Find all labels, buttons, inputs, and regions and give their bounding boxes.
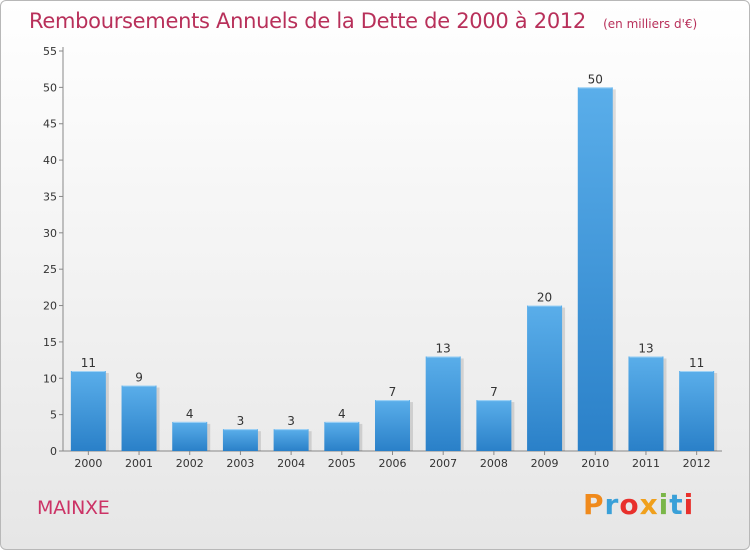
x-tick-label: 2010 (581, 457, 609, 470)
x-tick-label: 2005 (328, 457, 356, 470)
x-tick-label: 2003 (226, 457, 254, 470)
x-tick-label: 2009 (531, 457, 559, 470)
data-label: 4 (186, 407, 194, 421)
bar (324, 421, 360, 451)
x-tick-label: 2006 (379, 457, 407, 470)
y-tick-label: 20 (43, 300, 57, 313)
data-label: 7 (389, 385, 397, 399)
chart-title: Remboursements Annuels de la Dette de 20… (29, 9, 586, 33)
data-label: 3 (237, 414, 245, 428)
bar (628, 356, 664, 451)
title-bar: Remboursements Annuels de la Dette de 20… (29, 9, 697, 33)
y-tick-label: 0 (50, 445, 57, 458)
y-tick-label: 5 (50, 409, 57, 422)
bar (222, 429, 258, 451)
bar (679, 371, 715, 451)
unit-note: (en milliers d'€) (603, 17, 698, 31)
y-tick-label: 55 (43, 45, 57, 58)
bar (70, 371, 106, 451)
logo-letter: P (583, 488, 605, 521)
bar (527, 305, 563, 451)
bar (273, 429, 309, 451)
commune-name: MAINXE (37, 497, 110, 519)
bar (375, 400, 410, 451)
data-label: 13 (638, 341, 653, 355)
x-tick-label: 2001 (125, 457, 153, 470)
logo-letter: r (604, 488, 620, 521)
logo-letter: o (619, 488, 640, 521)
data-label: 4 (338, 407, 346, 421)
logo-letter: x (639, 488, 659, 521)
proxiti-logo[interactable]: Proxiti (583, 488, 694, 521)
axis-layer: 0 5 10 15 20 25 30 35 40 45 50 55 2000 2001 2002 2003 20… (43, 45, 722, 470)
logo-letter: i (683, 488, 695, 521)
x-tick-label: 2011 (632, 457, 660, 470)
x-tick-label: 2008 (480, 457, 508, 470)
x-tick-label: 2000 (74, 457, 102, 470)
bar (121, 385, 157, 451)
y-tick-label: 25 (43, 263, 57, 276)
x-tick-label: 2012 (683, 457, 711, 470)
y-tick-label: 45 (43, 118, 57, 131)
data-label: 50 (588, 72, 603, 86)
logo-letter: t (669, 488, 684, 521)
y-tick-label: 15 (43, 336, 57, 349)
bar (476, 400, 512, 451)
x-tick-label: 2002 (176, 457, 204, 470)
bar (577, 87, 613, 451)
x-tick-label: 2004 (277, 457, 305, 470)
data-label: 9 (135, 371, 143, 385)
data-label: 20 (537, 291, 552, 305)
data-label: 13 (436, 341, 451, 355)
data-label: 11 (689, 356, 704, 370)
data-label: 3 (287, 414, 295, 428)
data-label: 7 (490, 385, 498, 399)
y-tick-label: 10 (43, 372, 57, 385)
y-tick-label: 35 (43, 190, 57, 203)
x-tick-label: 2007 (429, 457, 457, 470)
data-label: 11 (81, 356, 96, 370)
bar (172, 421, 208, 451)
label-layer: 11 9 4 3 3 4 7 13 7 20 50 13 11 (81, 72, 705, 428)
y-tick-label: 50 (43, 81, 57, 94)
y-tick-label: 30 (43, 227, 57, 240)
logo-letter: i (658, 488, 670, 521)
bar-layer (70, 87, 718, 451)
y-tick-label: 40 (43, 154, 57, 167)
bar (425, 356, 461, 451)
